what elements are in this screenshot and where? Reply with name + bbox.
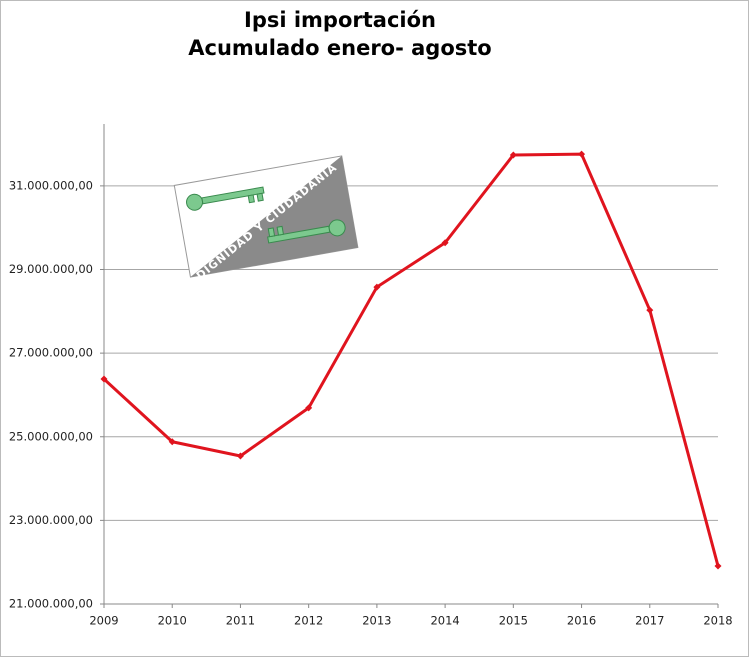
y-tick-label: 25.000.000,00: [9, 429, 93, 443]
grid: 21.000.000,00 23.000.000,00 25.000.000,00 2…: [9, 124, 733, 628]
point: [441, 239, 449, 247]
point: [578, 150, 586, 158]
x-tick-label: 2018: [703, 614, 732, 628]
line: [102, 152, 720, 567]
point: [100, 375, 108, 383]
plot: [100, 150, 722, 570]
x-tick-label: 2014: [430, 614, 459, 628]
point: [646, 306, 654, 314]
watermark-shade: [190, 155, 358, 278]
point: [509, 151, 517, 159]
x-tick-label: 2009: [89, 614, 118, 628]
watermark-key: [186, 186, 265, 211]
x-tick-label: 2012: [294, 614, 323, 628]
point: [714, 562, 722, 570]
chart-subtitle: Acumulado enero- agosto: [188, 36, 491, 60]
chart-title: Ipsi importación: [244, 8, 436, 32]
x-tick-label: 2013: [362, 614, 391, 628]
x-tick-label: 2017: [635, 614, 664, 628]
y-tick-label: 31.000.000,00: [9, 178, 93, 192]
watermark-key: [267, 219, 346, 244]
y-tick-label: 21.000.000,00: [9, 597, 93, 611]
y-tick-label: 27.000.000,00: [9, 346, 93, 360]
point: [236, 452, 244, 460]
point: [168, 438, 176, 446]
x-tick-label: 2011: [226, 614, 255, 628]
watermark: DIGNIDAD Y CIUDADANÍA: [173, 155, 359, 282]
x-tick-label: 2016: [567, 614, 596, 628]
point: [305, 404, 313, 412]
y-tick-label: 23.000.000,00: [9, 513, 93, 527]
x-tick-label: 2015: [499, 614, 528, 628]
point: [373, 283, 381, 291]
y-tick-label: 29.000.000,00: [9, 262, 93, 276]
x-tick-label: 2010: [158, 614, 187, 628]
